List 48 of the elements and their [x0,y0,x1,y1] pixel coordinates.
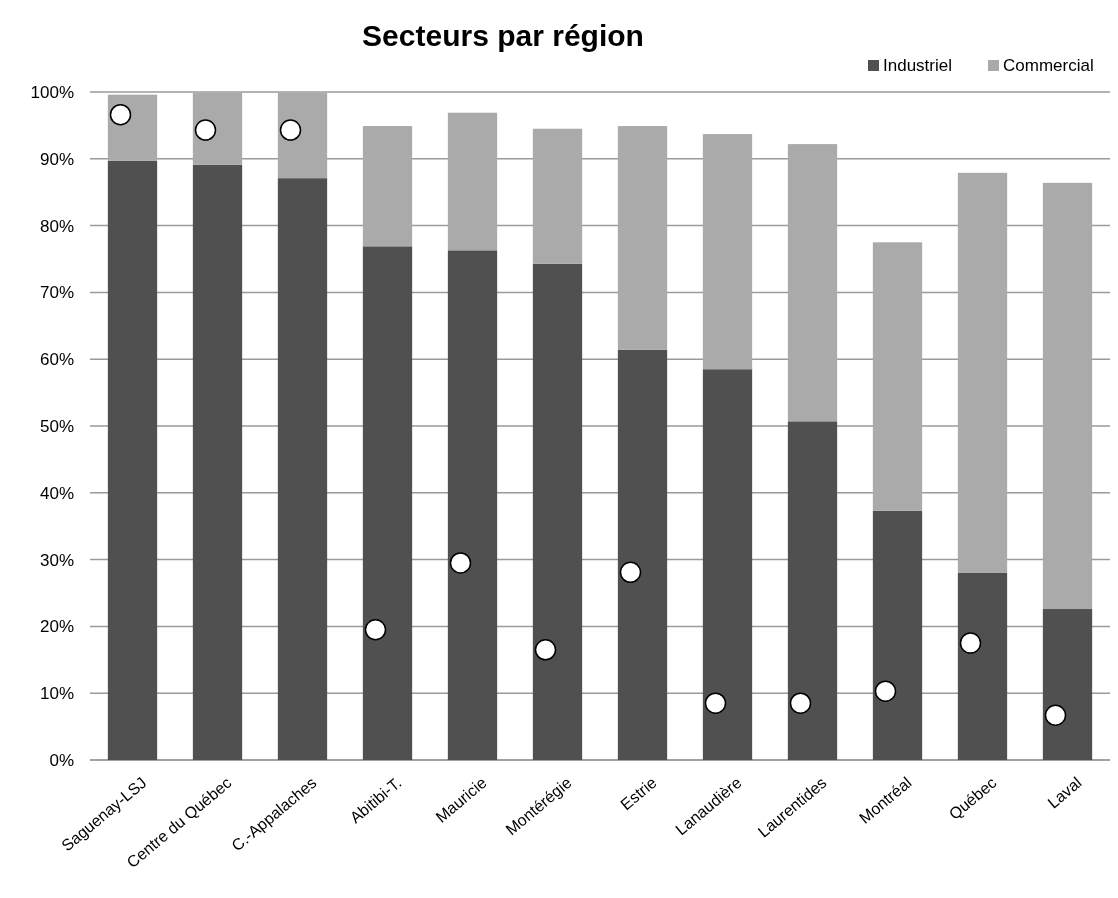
bar [617,126,668,350]
point [364,618,387,641]
bar [872,242,923,511]
legend-label: Industriel [883,56,952,75]
chart-title: Secteurs par région [362,19,644,52]
y-tick-label: 10% [39,684,74,704]
bar [617,349,668,760]
y-tick-label: 70% [39,283,74,303]
bar [107,160,158,760]
bar [1042,609,1093,760]
point [194,119,217,141]
y-tick-label: 100% [30,82,74,102]
bar [957,172,1008,573]
bar [277,178,328,760]
bar [787,421,838,760]
y-tick-label: 80% [39,216,74,236]
point [1044,704,1067,726]
bar [362,126,413,247]
bar [532,263,583,760]
point [789,692,812,714]
y-tick-label: 40% [39,483,74,503]
y-tick-label: 90% [39,149,74,169]
bar [532,128,583,264]
point [704,692,727,714]
bar [362,246,413,760]
y-tick-label: 30% [39,550,74,570]
bar [1042,182,1093,610]
point [959,632,982,654]
bar [702,134,753,370]
bar [787,144,838,422]
point [874,680,897,702]
legend-label: Commercial [1003,56,1094,75]
bar [447,250,498,760]
bar [192,164,243,760]
point [109,103,132,126]
y-tick-label: 20% [39,617,74,637]
y-tick-label: 50% [39,416,74,436]
point [279,119,302,141]
bar [277,92,328,179]
bar [872,510,923,760]
point [619,561,642,584]
bar [447,112,498,251]
point [534,639,557,661]
point [449,552,472,574]
bar [957,572,1008,760]
y-tick-label: 60% [39,350,74,370]
y-tick-label: 0% [49,750,74,770]
bar [702,369,753,760]
